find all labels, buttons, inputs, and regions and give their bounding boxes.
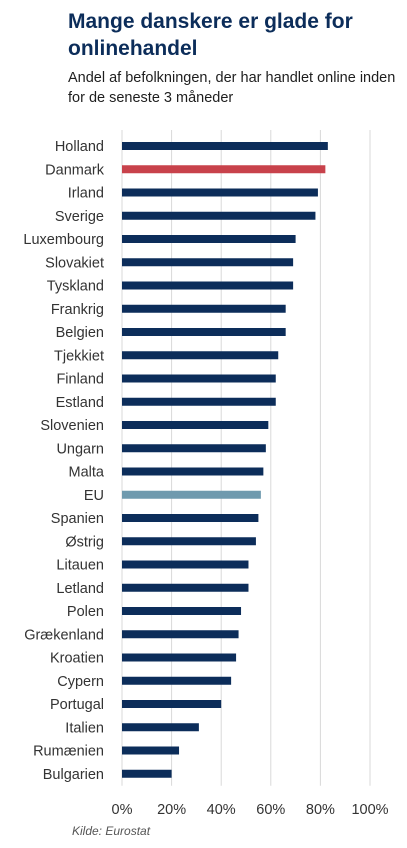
bar bbox=[122, 537, 256, 546]
bar bbox=[122, 490, 261, 499]
category-label: Cypern bbox=[57, 674, 104, 690]
category-label: Østrig bbox=[65, 534, 104, 550]
chart-title: Mange danskere er glade for onlinehandel bbox=[68, 10, 353, 60]
bar bbox=[122, 211, 316, 220]
bar bbox=[122, 188, 318, 197]
bar bbox=[122, 235, 296, 243]
bar bbox=[122, 304, 286, 313]
chart-subtitle: Andel af befolkningen, der har handlet o… bbox=[68, 70, 396, 106]
bar bbox=[122, 653, 237, 662]
bar bbox=[122, 746, 180, 755]
bar bbox=[122, 374, 276, 383]
bar bbox=[122, 700, 222, 708]
x-tick-label: 60% bbox=[256, 802, 285, 818]
category-label: EU bbox=[84, 488, 104, 504]
bar bbox=[122, 514, 259, 522]
bar bbox=[122, 351, 279, 360]
category-label: Sverige bbox=[55, 209, 104, 225]
bar bbox=[122, 583, 249, 592]
bar bbox=[122, 165, 326, 174]
category-label: Kroatien bbox=[50, 651, 104, 667]
category-label: Litauen bbox=[56, 558, 104, 574]
bar bbox=[122, 142, 328, 150]
bar bbox=[122, 421, 269, 429]
category-label: Danmark bbox=[45, 162, 105, 178]
category-label: Letland bbox=[56, 581, 104, 597]
category-label: Malta bbox=[69, 465, 105, 481]
bar bbox=[122, 769, 172, 778]
bar bbox=[122, 397, 276, 406]
category-label: Luxembourg bbox=[23, 232, 104, 248]
category-labels: Holland Danmark Irland Sverige Luxembourg Slo… bbox=[23, 139, 105, 783]
category-label: Holland bbox=[55, 139, 104, 155]
category-label: Tjekkiet bbox=[54, 348, 104, 364]
category-label: Finland bbox=[56, 372, 104, 388]
category-label: Rumænien bbox=[33, 744, 104, 760]
category-label: Slovenien bbox=[40, 418, 104, 434]
x-tick-label: 100% bbox=[351, 802, 388, 818]
bar bbox=[122, 281, 294, 290]
category-label: Italien bbox=[65, 720, 104, 736]
grid-lines bbox=[121, 130, 371, 786]
category-label: Portugal bbox=[50, 697, 104, 713]
source-note: Kilde: Eurostat bbox=[72, 824, 151, 838]
category-label: Irland bbox=[68, 186, 104, 202]
category-label: Polen bbox=[67, 604, 104, 620]
category-label: Grækenland bbox=[24, 627, 104, 643]
category-label: Estland bbox=[56, 395, 104, 411]
bars bbox=[122, 142, 328, 778]
bar bbox=[122, 328, 286, 336]
category-label: Bulgarien bbox=[43, 767, 104, 783]
category-label: Belgien bbox=[56, 325, 104, 341]
bar bbox=[122, 560, 249, 569]
bar-chart: Holland Danmark Irland Sverige Luxembourg Slo… bbox=[23, 130, 389, 818]
bar bbox=[122, 676, 232, 685]
x-tick-label: 20% bbox=[157, 802, 186, 818]
bar bbox=[122, 723, 199, 732]
bar bbox=[122, 444, 266, 453]
x-tick-label: 80% bbox=[306, 802, 335, 818]
category-label: Slovakiet bbox=[45, 255, 104, 271]
bar bbox=[122, 630, 239, 639]
x-tick-label: 40% bbox=[207, 802, 236, 818]
category-label: Frankrig bbox=[51, 302, 104, 318]
x-tick-label: 0% bbox=[112, 802, 133, 818]
category-label: Spanien bbox=[51, 511, 104, 527]
bar bbox=[122, 467, 264, 476]
bar bbox=[122, 258, 294, 267]
category-label: Tyskland bbox=[47, 279, 104, 295]
category-label: Ungarn bbox=[56, 441, 104, 457]
bar bbox=[122, 607, 242, 615]
x-axis-tick-labels: 0% 20% 40% 60% 80% 100% bbox=[112, 802, 389, 818]
